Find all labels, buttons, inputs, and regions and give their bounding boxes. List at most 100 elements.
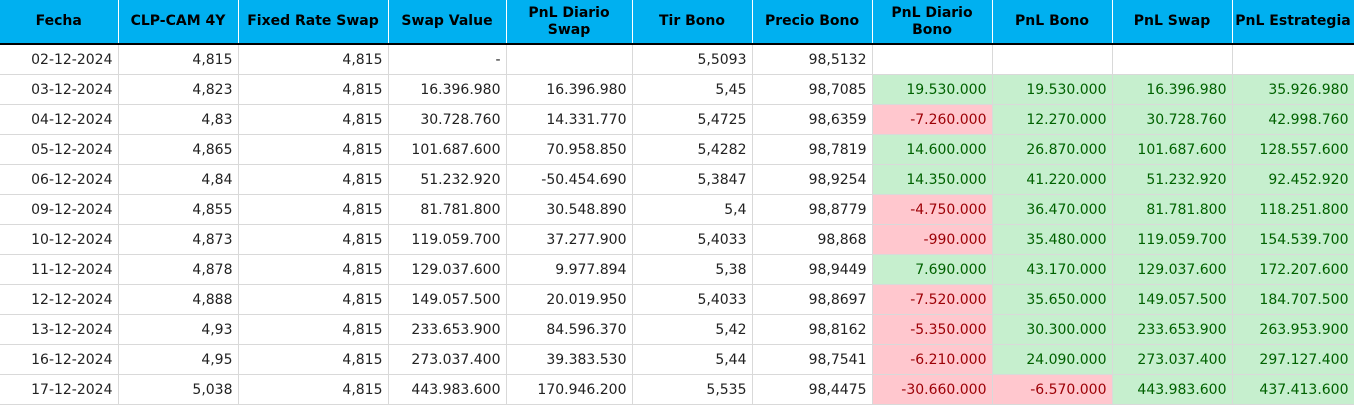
cell-pnl-diario-swap[interactable]: 16.396.980	[506, 74, 633, 105]
cell-pnl-bono[interactable]: -6.570.000	[992, 374, 1113, 405]
cell-precio-bono[interactable]: 98,9254	[752, 164, 873, 195]
cell-pnl-swap[interactable]: 81.781.800	[1112, 194, 1233, 225]
cell-fixed-rate-swap[interactable]: 4,815	[238, 194, 389, 225]
cell-swap-value[interactable]: -	[388, 44, 507, 75]
cell-fixed-rate-swap[interactable]: 4,815	[238, 104, 389, 135]
cell-tir-bono[interactable]: 5,5093	[632, 44, 753, 75]
cell-pnl-diario-bono[interactable]: -7.260.000	[872, 104, 993, 135]
cell-pnl-swap[interactable]: 273.037.400	[1112, 344, 1233, 375]
cell-fixed-rate-swap[interactable]: 4,815	[238, 44, 389, 75]
cell-pnl-diario-bono[interactable]: -30.660.000	[872, 374, 993, 405]
cell-precio-bono[interactable]: 98,5132	[752, 44, 873, 75]
cell-pnl-estrategia[interactable]: 128.557.600	[1232, 134, 1354, 165]
cell-pnl-bono[interactable]: 36.470.000	[992, 194, 1113, 225]
cell-swap-value[interactable]: 233.653.900	[388, 314, 507, 345]
cell-fecha[interactable]: 06-12-2024	[0, 164, 119, 195]
cell-fecha[interactable]: 09-12-2024	[0, 194, 119, 225]
cell-pnl-swap[interactable]: 149.057.500	[1112, 284, 1233, 315]
cell-pnl-estrategia[interactable]: 118.251.800	[1232, 194, 1354, 225]
cell-pnl-estrategia[interactable]: 172.207.600	[1232, 254, 1354, 285]
cell-clp-cam-4y[interactable]: 4,873	[118, 224, 239, 255]
cell-fixed-rate-swap[interactable]: 4,815	[238, 254, 389, 285]
cell-pnl-swap[interactable]: 119.059.700	[1112, 224, 1233, 255]
cell-precio-bono[interactable]: 98,7085	[752, 74, 873, 105]
cell-pnl-diario-bono[interactable]: -7.520.000	[872, 284, 993, 315]
cell-tir-bono[interactable]: 5,4	[632, 194, 753, 225]
cell-pnl-estrategia[interactable]: 42.998.760	[1232, 104, 1354, 135]
cell-pnl-diario-swap[interactable]: 37.277.900	[506, 224, 633, 255]
cell-tir-bono[interactable]: 5,4725	[632, 104, 753, 135]
cell-fecha[interactable]: 05-12-2024	[0, 134, 119, 165]
cell-pnl-bono[interactable]	[992, 44, 1113, 75]
cell-fecha[interactable]: 11-12-2024	[0, 254, 119, 285]
cell-fixed-rate-swap[interactable]: 4,815	[238, 344, 389, 375]
cell-pnl-diario-bono[interactable]: 19.530.000	[872, 74, 993, 105]
cell-pnl-bono[interactable]: 19.530.000	[992, 74, 1113, 105]
cell-fecha[interactable]: 03-12-2024	[0, 74, 119, 105]
cell-pnl-bono[interactable]: 35.480.000	[992, 224, 1113, 255]
cell-precio-bono[interactable]: 98,7541	[752, 344, 873, 375]
cell-fixed-rate-swap[interactable]: 4,815	[238, 224, 389, 255]
cell-pnl-diario-bono[interactable]: -990.000	[872, 224, 993, 255]
cell-pnl-diario-bono[interactable]	[872, 44, 993, 75]
cell-pnl-estrategia[interactable]: 92.452.920	[1232, 164, 1354, 195]
cell-fecha[interactable]: 02-12-2024	[0, 44, 119, 75]
cell-swap-value[interactable]: 129.037.600	[388, 254, 507, 285]
cell-pnl-estrategia[interactable]: 184.707.500	[1232, 284, 1354, 315]
cell-fecha[interactable]: 12-12-2024	[0, 284, 119, 315]
cell-tir-bono[interactable]: 5,44	[632, 344, 753, 375]
cell-pnl-estrategia[interactable]: 437.413.600	[1232, 374, 1354, 405]
cell-pnl-bono[interactable]: 35.650.000	[992, 284, 1113, 315]
cell-fixed-rate-swap[interactable]: 4,815	[238, 74, 389, 105]
cell-precio-bono[interactable]: 98,7819	[752, 134, 873, 165]
cell-fixed-rate-swap[interactable]: 4,815	[238, 374, 389, 405]
cell-tir-bono[interactable]: 5,4033	[632, 284, 753, 315]
cell-pnl-swap[interactable]: 443.983.600	[1112, 374, 1233, 405]
cell-pnl-bono[interactable]: 41.220.000	[992, 164, 1113, 195]
cell-swap-value[interactable]: 443.983.600	[388, 374, 507, 405]
cell-pnl-estrategia[interactable]: 35.926.980	[1232, 74, 1354, 105]
cell-tir-bono[interactable]: 5,38	[632, 254, 753, 285]
cell-pnl-swap[interactable]: 16.396.980	[1112, 74, 1233, 105]
cell-pnl-swap[interactable]: 233.653.900	[1112, 314, 1233, 345]
cell-clp-cam-4y[interactable]: 4,95	[118, 344, 239, 375]
cell-pnl-diario-swap[interactable]	[506, 44, 633, 75]
cell-precio-bono[interactable]: 98,868	[752, 224, 873, 255]
cell-pnl-bono[interactable]: 43.170.000	[992, 254, 1113, 285]
cell-swap-value[interactable]: 81.781.800	[388, 194, 507, 225]
cell-pnl-diario-bono[interactable]: 14.350.000	[872, 164, 993, 195]
cell-precio-bono[interactable]: 98,8697	[752, 284, 873, 315]
cell-pnl-bono[interactable]: 12.270.000	[992, 104, 1113, 135]
cell-pnl-estrategia[interactable]: 154.539.700	[1232, 224, 1354, 255]
cell-clp-cam-4y[interactable]: 4,84	[118, 164, 239, 195]
cell-clp-cam-4y[interactable]: 4,865	[118, 134, 239, 165]
cell-pnl-swap[interactable]: 101.687.600	[1112, 134, 1233, 165]
cell-pnl-diario-swap[interactable]: 70.958.850	[506, 134, 633, 165]
cell-pnl-diario-bono[interactable]: -6.210.000	[872, 344, 993, 375]
cell-fixed-rate-swap[interactable]: 4,815	[238, 314, 389, 345]
cell-fecha[interactable]: 16-12-2024	[0, 344, 119, 375]
cell-pnl-diario-bono[interactable]: 7.690.000	[872, 254, 993, 285]
cell-fecha[interactable]: 04-12-2024	[0, 104, 119, 135]
cell-clp-cam-4y[interactable]: 4,888	[118, 284, 239, 315]
cell-pnl-bono[interactable]: 26.870.000	[992, 134, 1113, 165]
cell-tir-bono[interactable]: 5,45	[632, 74, 753, 105]
cell-clp-cam-4y[interactable]: 4,823	[118, 74, 239, 105]
cell-swap-value[interactable]: 273.037.400	[388, 344, 507, 375]
cell-precio-bono[interactable]: 98,8162	[752, 314, 873, 345]
cell-pnl-diario-swap[interactable]: -50.454.690	[506, 164, 633, 195]
cell-precio-bono[interactable]: 98,4475	[752, 374, 873, 405]
cell-pnl-swap[interactable]: 129.037.600	[1112, 254, 1233, 285]
cell-swap-value[interactable]: 149.057.500	[388, 284, 507, 315]
cell-pnl-diario-swap[interactable]: 9.977.894	[506, 254, 633, 285]
cell-precio-bono[interactable]: 98,8779	[752, 194, 873, 225]
cell-fixed-rate-swap[interactable]: 4,815	[238, 164, 389, 195]
cell-clp-cam-4y[interactable]: 4,878	[118, 254, 239, 285]
cell-swap-value[interactable]: 51.232.920	[388, 164, 507, 195]
cell-pnl-diario-swap[interactable]: 39.383.530	[506, 344, 633, 375]
cell-pnl-bono[interactable]: 24.090.000	[992, 344, 1113, 375]
cell-pnl-swap[interactable]: 51.232.920	[1112, 164, 1233, 195]
cell-fecha[interactable]: 17-12-2024	[0, 374, 119, 405]
cell-clp-cam-4y[interactable]: 5,038	[118, 374, 239, 405]
cell-swap-value[interactable]: 119.059.700	[388, 224, 507, 255]
